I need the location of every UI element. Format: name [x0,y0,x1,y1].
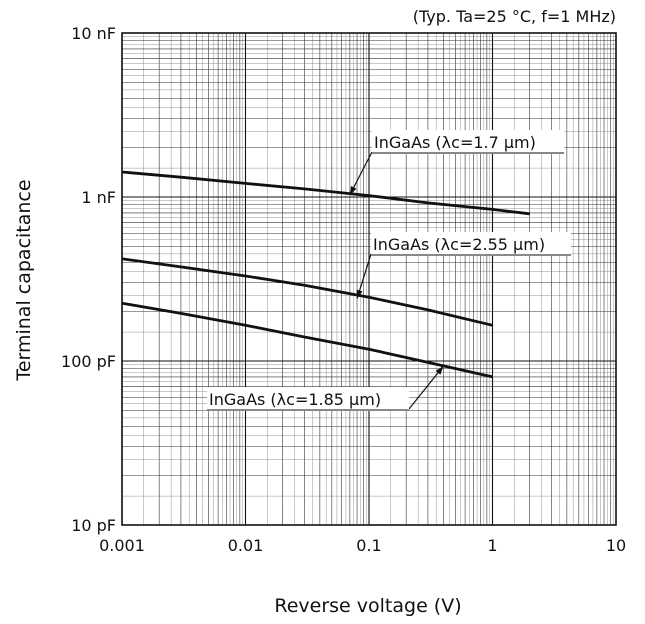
annotation-label-2: InGaAs (λc=2.55 μm) [373,235,545,254]
annotation-bg-2 [371,232,571,256]
y-tick-label: 10 nF [71,24,116,43]
condition-note: (Typ. Ta=25 °C, f=1 MHz) [413,7,616,26]
annotation-labels: InGaAs (λc=1.7 μm) InGaAs (λc=2.55 μm) InG… [207,130,571,411]
annotation-label-3: InGaAs (λc=1.85 μm) [209,390,381,409]
annotation-bg-3 [207,387,409,411]
x-tick-label: 1 [487,536,497,555]
y-tick-label: 1 nF [81,188,116,207]
annotation-bg-1 [372,130,564,154]
x-tick-label: 0.1 [356,536,381,555]
leader-arrow-3 [435,366,444,375]
series-line-1 [121,170,530,216]
y-axis-label: Terminal capacitance [13,179,35,381]
series-line-2 [121,257,493,327]
y-tick-label: 100 pF [61,352,116,371]
series-line-3 [121,301,493,379]
plot-frame [121,32,617,526]
x-tick-label: 0.01 [228,536,264,555]
series-lines [121,170,530,379]
tick-labels: 0.001 0.01 0.1 1 10 10 pF 100 pF 1 nF 10 nF [61,24,626,555]
x-tick-label: 0.001 [99,536,145,555]
y-tick-label: 10 pF [71,516,116,535]
leader-arrow-1 [349,185,357,195]
leader-arrow-2 [356,289,363,299]
x-tick-label: 10 [606,536,626,555]
leader-line-3 [408,365,444,410]
annotation-leaders [349,151,444,410]
x-axis-label: Reverse voltage (V) [274,595,461,617]
annotation-label-1: InGaAs (λc=1.7 μm) [374,133,536,152]
